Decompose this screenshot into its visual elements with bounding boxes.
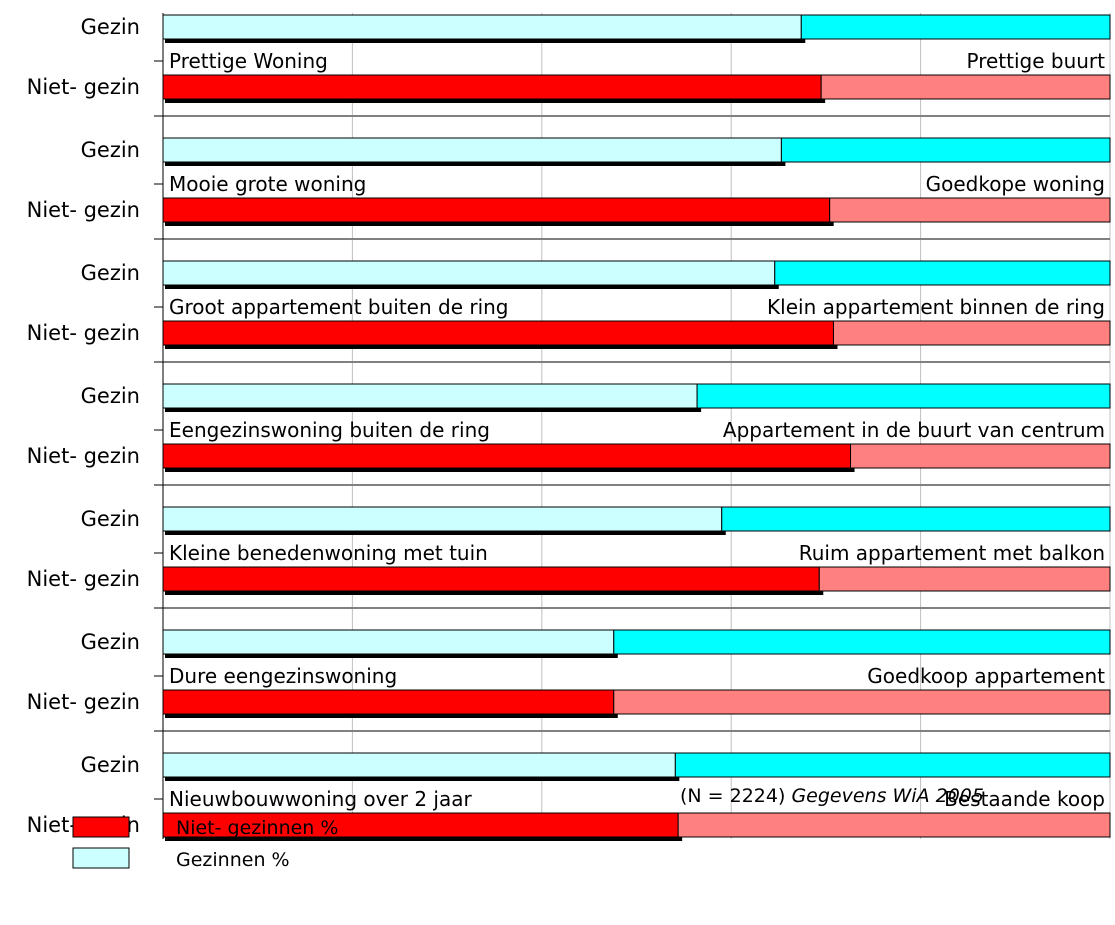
pair-left-label: Dure eengezinswoning (169, 664, 397, 688)
bar-niet-gezin-shadow (165, 222, 834, 226)
bar-niet-gezin-left (162, 74, 822, 100)
bar-niet-gezin-right (832, 320, 1111, 346)
bar-gezin-right (780, 137, 1111, 163)
bar-niet-gezin-shadow (165, 837, 683, 841)
pair-left-label: Nieuwbouwwoning over 2 jaar (169, 787, 472, 811)
source-credit: Gegevens WiA 2005 (791, 785, 984, 807)
sample-note: (N = 2224) Gegevens WiA 2005 (680, 785, 984, 807)
bar-niet-gezin-shadow (165, 99, 826, 103)
sample-size: (N = 2224) (680, 785, 791, 807)
row-label-niet-gezin: Niet- gezin (27, 321, 140, 345)
bar-gezin-shadow (165, 408, 702, 412)
row-label-niet-gezin: Niet- gezin (27, 444, 140, 468)
bar-niet-gezin-left (162, 443, 852, 469)
pair-right-label: Goedkope woning (926, 172, 1105, 196)
bar-gezin-shadow (165, 531, 726, 535)
bar-gezin-left (162, 752, 676, 778)
row-label-niet-gezin: Niet- gezin (27, 198, 140, 222)
pair-left-label: Prettige Woning (169, 49, 328, 73)
row-label-gezin: Gezin (81, 753, 140, 777)
legend-swatch-niet-gezinnen (72, 816, 130, 838)
row-label-gezin: Gezin (81, 630, 140, 654)
bar-gezin-shadow (165, 654, 618, 658)
bar-niet-gezin-right (850, 443, 1111, 469)
pair-left-label: Mooie grote woning (169, 172, 366, 196)
row-label-gezin: Gezin (81, 384, 140, 408)
bar-gezin-left (162, 137, 782, 163)
bar-gezin-shadow (165, 777, 680, 781)
bar-niet-gezin-right (829, 197, 1111, 223)
bar-gezin-right (800, 14, 1111, 40)
row-label-niet-gezin: Niet- gezin (27, 567, 140, 591)
bar-niet-gezin-right (677, 812, 1111, 838)
pair-right-label: Bestaande koop (944, 787, 1105, 811)
bar-gezin-right (696, 383, 1111, 409)
bar-niet-gezin-left (162, 566, 820, 592)
row-label-gezin: Gezin (81, 138, 140, 162)
legend-label-niet-gezinnen: Niet- gezinnen % (176, 817, 338, 839)
bar-gezin-left (162, 383, 698, 409)
bar-gezin-right (613, 629, 1111, 655)
bar-gezin-right (721, 506, 1111, 532)
row-label-gezin: Gezin (81, 15, 140, 39)
pair-right-label: Goedkoop appartement (867, 664, 1105, 688)
pair-left-label: Kleine benedenwoning met tuin (169, 541, 488, 565)
bar-niet-gezin-shadow (165, 345, 838, 349)
bar-gezin-left (162, 629, 615, 655)
pair-left-label: Groot appartement buiten de ring (169, 295, 509, 319)
pair-right-label: Appartement in de buurt van centrum (723, 418, 1105, 442)
row-label-gezin: Gezin (81, 507, 140, 531)
bar-niet-gezin-left (162, 197, 831, 223)
legend-swatch-gezinnen (72, 847, 130, 869)
y-axis (154, 13, 164, 839)
pair-left-label: Eengezinswoning buiten de ring (169, 418, 490, 442)
bar-niet-gezin-left (162, 689, 615, 715)
pair-right-label: Klein appartement binnen de ring (767, 295, 1105, 319)
bar-gezin-shadow (165, 39, 806, 43)
group-separators (163, 115, 1110, 732)
bar-niet-gezin-shadow (165, 591, 824, 595)
bar-niet-gezin-right (820, 74, 1111, 100)
bar-niet-gezin-left (162, 320, 834, 346)
bar-gezin-shadow (165, 162, 786, 166)
bar-gezin-right (774, 260, 1111, 286)
bars (162, 14, 1111, 841)
bar-gezin-shadow (165, 285, 779, 289)
legend: Niet- gezinnen % Gezinnen % (72, 816, 338, 871)
bar-gezin-left (162, 260, 776, 286)
pair-right-label: Prettige buurt (966, 49, 1105, 73)
bar-gezin-right (674, 752, 1111, 778)
row-label-gezin: Gezin (81, 261, 140, 285)
bar-niet-gezin-shadow (165, 714, 618, 718)
legend-label-gezinnen: Gezinnen % (176, 849, 290, 871)
bar-gezin-left (162, 14, 802, 40)
row-label-niet-gezin: Niet- gezin (27, 75, 140, 99)
bar-gezin-left (162, 506, 723, 532)
bar-niet-gezin-right (613, 689, 1111, 715)
bar-niet-gezin-right (818, 566, 1111, 592)
pair-right-label: Ruim appartement met balkon (799, 541, 1105, 565)
row-label-niet-gezin: Niet- gezin (27, 690, 140, 714)
bar-niet-gezin-shadow (165, 468, 855, 472)
